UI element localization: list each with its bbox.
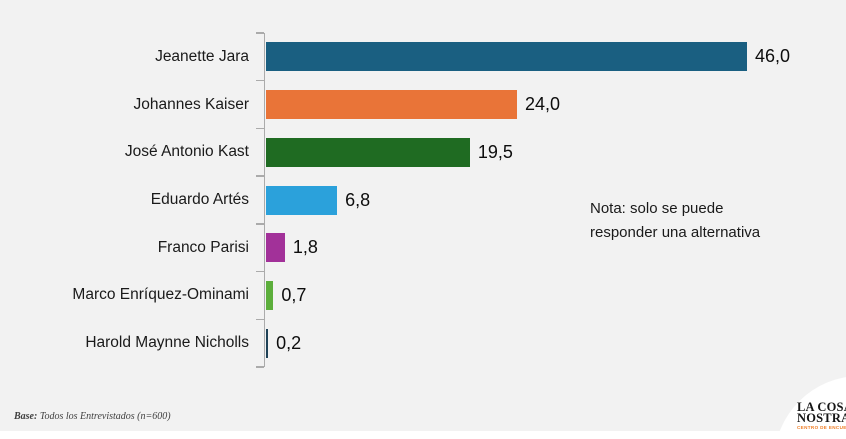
value-label: 0,2	[276, 332, 302, 353]
bar-plot: Jeanette Jara 46,0 Johannes Kaiser 24,0 …	[0, 33, 820, 367]
value-label: 1,8	[292, 237, 318, 258]
bar-area: 6,8	[264, 176, 820, 224]
category-label: Jeanette Jara	[155, 47, 249, 65]
value-label: 0,7	[281, 284, 307, 305]
category-label: Johannes Kaiser	[133, 95, 249, 113]
value-label: 46,0	[755, 46, 791, 67]
axis-tick	[256, 127, 264, 130]
bar	[266, 137, 470, 167]
bar-area: 46,0	[264, 33, 820, 81]
bar	[266, 233, 285, 263]
category-label: José Antonio Kast	[124, 143, 249, 161]
bar-row: Marco Enríquez-Ominami 0,7	[0, 272, 820, 320]
base-note-label: Base:	[14, 411, 38, 422]
axis-tick	[256, 175, 264, 177]
value-label: 19,5	[477, 141, 513, 162]
bar-area: 19,5	[264, 128, 820, 176]
chart-note-line1: Nota: solo se puede	[590, 200, 724, 217]
base-note: Base: Todos los Entrevistados (n=600)	[14, 411, 171, 422]
logo-tagline: CENTRO DE ENCUESTAS	[797, 425, 846, 430]
bar	[266, 185, 338, 215]
axis-tick	[256, 32, 264, 34]
logo-line2: NOSTRA	[797, 410, 846, 425]
la-cosa-nostra-logo: LA COSA NOSTRA CENTRO DE ENCUESTAS	[797, 400, 846, 430]
bar-area: 0,2	[264, 319, 820, 367]
bar-area: 24,0	[264, 81, 820, 129]
category-label: Marco Enríquez-Ominami	[72, 286, 249, 304]
base-note-text: Todos los Entrevistados (n=600)	[37, 411, 171, 422]
bar-row: José Antonio Kast 19,5	[0, 128, 820, 176]
bar-area: 1,8	[264, 224, 820, 272]
logo-line1: LA COSA	[797, 400, 846, 414]
bar	[266, 90, 517, 120]
axis-tick	[256, 318, 264, 321]
chart-note: Nota: solo se puede responder una altern…	[590, 197, 760, 245]
category-label: Harold Maynne Nicholls	[85, 334, 249, 352]
bar	[266, 328, 269, 358]
axis-tick	[256, 79, 264, 82]
bar-row: Jeanette Jara 46,0	[0, 33, 820, 81]
y-axis-line	[256, 32, 265, 368]
bar-row: Franco Parisi 1,8	[0, 224, 820, 272]
bar	[266, 280, 274, 310]
value-label: 6,8	[345, 189, 371, 210]
bar	[266, 42, 747, 72]
axis-tick	[256, 270, 264, 273]
category-label: Eduardo Artés	[150, 191, 249, 209]
bar-row: Johannes Kaiser 24,0	[0, 81, 820, 129]
bar-area: 0,7	[264, 272, 820, 320]
value-label: 24,0	[524, 94, 560, 115]
bar-row: Harold Maynne Nicholls 0,2	[0, 319, 820, 367]
axis-tick	[256, 366, 264, 368]
axis-tick	[256, 223, 264, 225]
chart-note-line2: responder una alternativa	[590, 224, 761, 241]
bar-row: Eduardo Artés 6,8	[0, 176, 820, 224]
category-label: Franco Parisi	[157, 238, 249, 256]
